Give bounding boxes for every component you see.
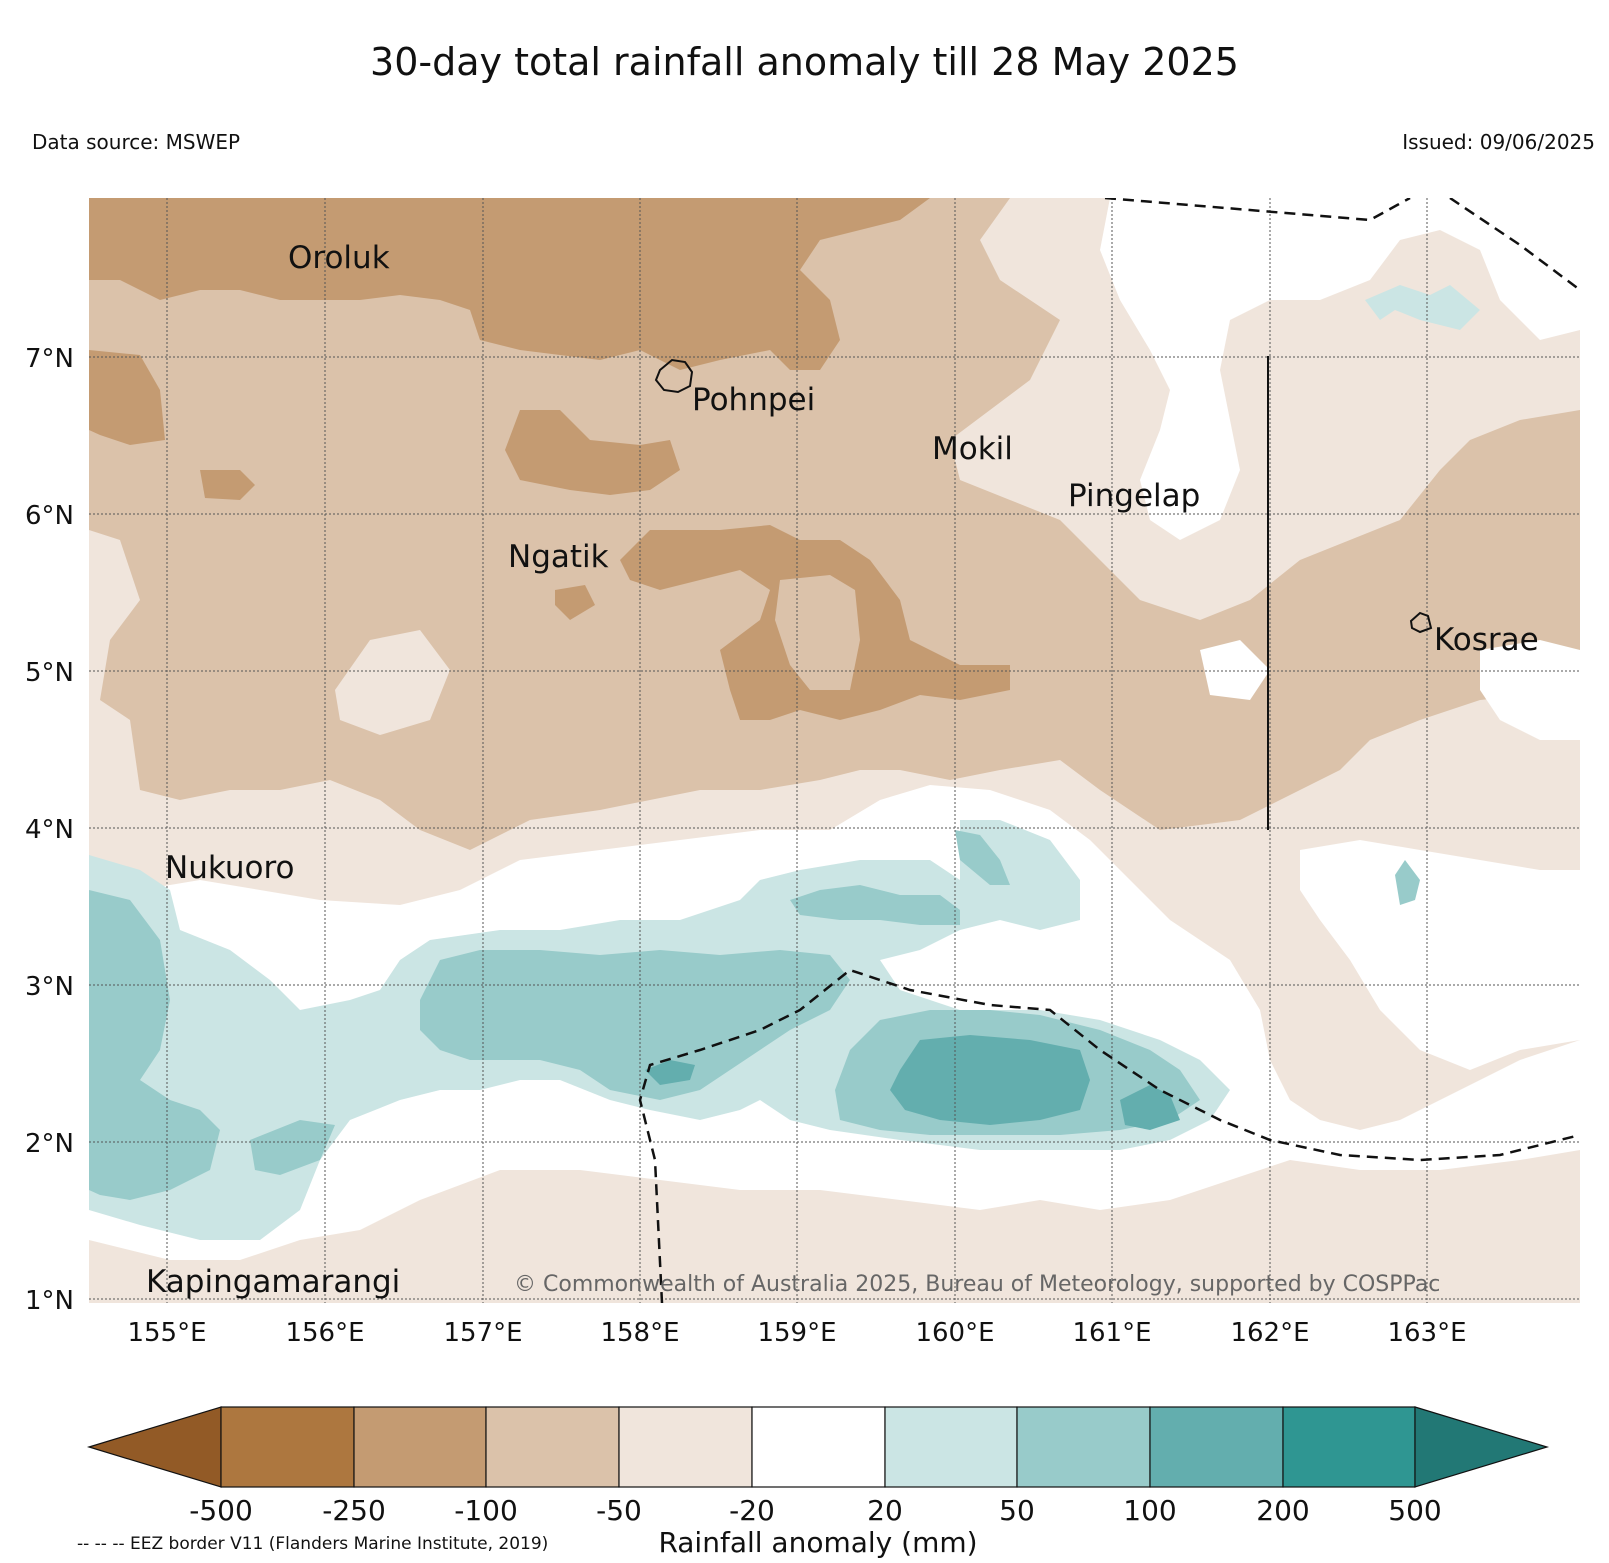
label-ngatik: Ngatik [508,539,609,575]
field-p50-100-ne [1365,285,1480,330]
field-neg20-20-east [1300,840,1580,1070]
field-neg20-20-small [1200,640,1270,700]
lon-label-159: 159°E [757,1318,836,1348]
cb-tick-3: -100 [454,1494,518,1527]
field-p50-100-north2 [955,830,1010,885]
label-kapingamarangi: Kapingamarangi [146,1264,400,1300]
field-neg250-neg100-ngatik [505,410,680,495]
colorbar-ticks: -500 -250 -100 -50 -20 20 50 100 200 500 [189,1494,1442,1527]
label-pingelap: Pingelap [1068,478,1200,514]
issued-date-label: Issued: 09/06/2025 [1402,130,1595,154]
colorbar-bin-7 [1016,1406,1151,1488]
field-neg250-neg100-west [89,350,165,445]
label-kosrae: Kosrae [1434,622,1539,658]
eez-borders [638,198,1580,1303]
lat-label-5: 5°N [25,658,74,688]
colorbar-extend-high [1414,1406,1550,1488]
lon-label-163: 163°E [1387,1318,1466,1348]
lat-label-6: 6°N [25,501,74,531]
lat-label-3: 3°N [25,972,74,1002]
lon-label-161: 161°E [1072,1318,1151,1348]
latitude-labels: 1°N 2°N 3°N 4°N 5°N 6°N 7°N [25,344,74,1316]
cb-tick-1: -500 [189,1494,253,1527]
colorbar-bin-1 [220,1406,355,1488]
field-neg250-neg100-patch [555,585,595,620]
field-p100-200-east [1120,1085,1180,1130]
field-neg20-20-northeast [1100,198,1580,540]
field-neg250-neg100-center-hole [775,575,860,690]
field-neg250-neg100-north [89,198,930,370]
pohnpei-island [654,358,694,394]
lon-label-156: 156°E [285,1318,364,1348]
eez-border-note: -- -- -- EEZ border V11 (Flanders Marine… [77,1534,549,1554]
field-p50-100-central [420,950,850,1100]
graticule [89,198,1580,1303]
lat-label-4: 4°N [25,815,74,845]
field-neg20-20-kosrae-pocket [1480,640,1580,740]
map-field [89,198,1580,1303]
cb-tick-10: 500 [1388,1494,1441,1527]
field-p50-100-west [89,890,220,1200]
label-mokil: Mokil [932,431,1013,467]
cb-tick-5: -20 [729,1494,775,1527]
lon-label-157: 157°E [443,1318,522,1348]
field-p50-100-east-far [1395,860,1420,905]
label-nukuoro: Nukuoro [165,850,294,886]
label-oroluk: Oroluk [288,240,390,276]
field-p50-100-north [790,885,960,925]
field-neg50-neg20-patch [335,630,450,735]
lat-label-1: 1°N [25,1286,74,1316]
lat-label-7: 7°N [25,344,74,374]
kosrae-island [1409,611,1433,634]
field-p100-200-main [890,1035,1090,1125]
cb-tick-9: 200 [1256,1494,1309,1527]
lon-label-158: 158°E [600,1318,679,1348]
cb-tick-8: 100 [1123,1494,1176,1527]
colorbar-bin-4 [618,1406,753,1488]
label-pohnpei: Pohnpei [692,382,815,418]
colorbar-bin-2 [353,1406,487,1488]
lat-label-2: 2°N [25,1129,74,1159]
longitude-labels: 155°E 156°E 157°E 158°E 159°E 160°E 161°… [127,1318,1466,1348]
colorbar-bin-6 [884,1406,1018,1488]
map-title: 30-day total rainfall anomaly till 28 Ma… [370,40,1239,84]
colorbar-bin-8 [1149,1406,1284,1488]
cb-tick-2: -250 [322,1494,386,1527]
field-p100-200-west [645,1060,695,1085]
lon-label-162: 162°E [1230,1318,1309,1348]
copyright-note: © Commonwealth of Australia 2025, Bureau… [514,1272,1440,1297]
data-source-label: Data source: MSWEP [32,130,241,154]
colorbar-label: Rainfall anomaly (mm) [658,1526,977,1559]
colorbar-bin-9 [1282,1406,1416,1488]
lon-label-160: 160°E [915,1318,994,1348]
cb-tick-6: 20 [867,1494,903,1527]
field-p50-100-small-w [250,1120,335,1175]
cb-tick-4: -50 [596,1494,642,1527]
field-neg250-neg100-small [200,470,255,500]
place-labels: Oroluk Pohnpei Mokil Pingelap Ngatik Kos… [146,240,1539,1300]
cb-tick-7: 50 [999,1494,1035,1527]
colorbar-bin-5 [751,1406,886,1488]
lon-label-155: 155°E [127,1318,206,1348]
colorbar [86,1406,1550,1488]
colorbar-extend-low [86,1406,222,1488]
colorbar-bin-3 [485,1406,620,1488]
